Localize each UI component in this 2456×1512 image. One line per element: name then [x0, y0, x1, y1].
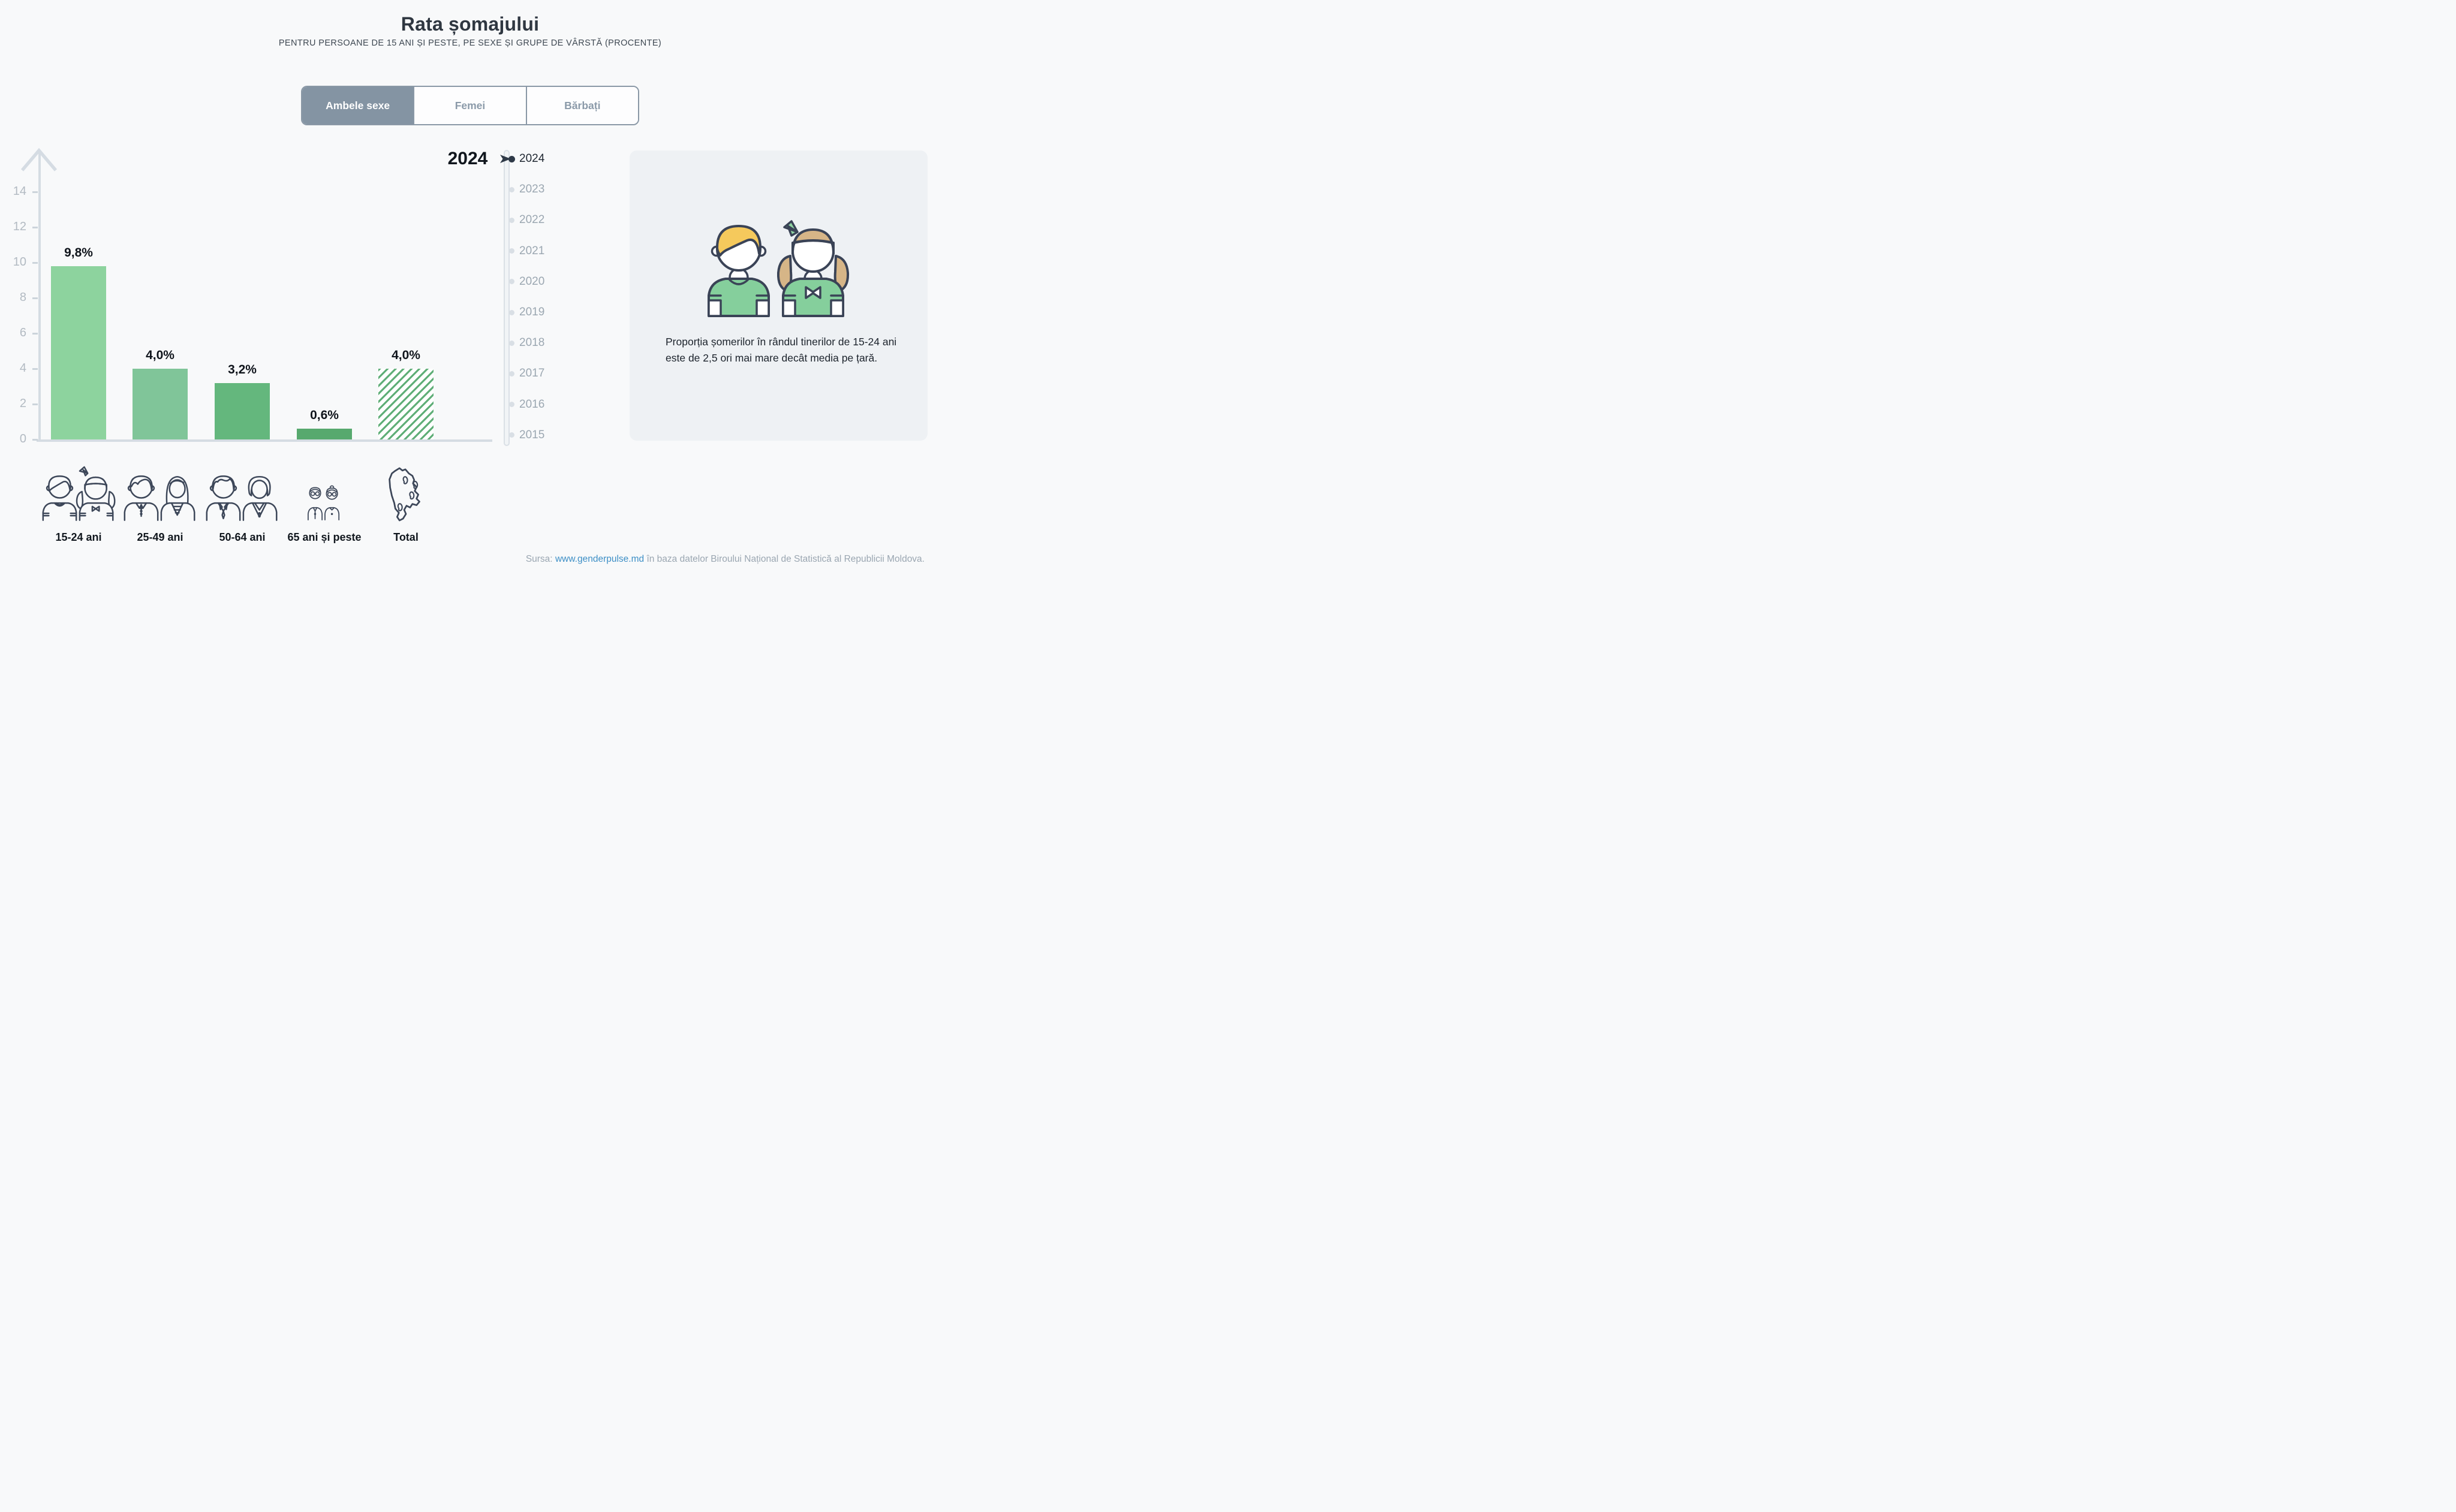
timeline-dot-2016[interactable]	[508, 402, 514, 408]
y-tick-mark-2	[32, 403, 38, 405]
source-suffix: în baza datelor Biroului Național de Sta…	[646, 554, 925, 564]
moldova-map-total-icon	[389, 467, 420, 522]
age-group-65-plus-icon	[308, 485, 340, 520]
tab-barbati[interactable]: Bărbați	[525, 87, 638, 124]
y-tick-label-8: 8	[19, 291, 26, 304]
bar-total	[378, 369, 434, 439]
y-tick-label-4: 4	[19, 362, 26, 375]
youth-boy-girl-illustration-icon	[708, 220, 850, 317]
bar-25-49-ani	[133, 369, 188, 439]
timeline-year-2023[interactable]: 2023	[519, 183, 545, 196]
y-tick-mark-14	[32, 191, 38, 193]
info-panel: Proporția șomerilor în rândul tinerilor …	[630, 150, 928, 441]
timeline-year-2020[interactable]: 2020	[519, 275, 545, 288]
y-tick-mark-6	[32, 332, 38, 335]
timeline-year-2024[interactable]: 2024	[519, 152, 545, 165]
timeline-dot-2015[interactable]	[508, 432, 514, 438]
bar-65-ani-și-peste	[297, 429, 352, 439]
timeline-dot-2024[interactable]	[508, 155, 515, 162]
y-tick-label-2: 2	[19, 397, 26, 410]
age-group-15-24-icon	[42, 466, 116, 521]
timeline-dot-2017[interactable]	[508, 371, 514, 377]
timeline-year-2022[interactable]: 2022	[519, 213, 545, 227]
y-axis-arrow-icon	[21, 147, 57, 171]
timeline-dot-2022[interactable]	[508, 217, 514, 223]
legend-label-25-49: 25-49 ani	[137, 531, 183, 543]
bar-value-label-3: 0,6%	[310, 408, 339, 422]
age-group-50-64-icon	[206, 475, 278, 521]
y-tick-label-6: 6	[19, 326, 26, 339]
timeline-track[interactable]	[504, 150, 510, 446]
timeline-year-2021[interactable]: 2021	[519, 244, 545, 257]
y-tick-label-10: 10	[13, 255, 26, 269]
y-tick-mark-10	[32, 261, 38, 264]
y-axis-line	[38, 152, 41, 439]
bar-50-64-ani	[215, 383, 270, 439]
bar-value-label-0: 9,8%	[64, 246, 93, 260]
page-title: Rata șomajului	[401, 13, 540, 35]
selected-year-display: 2024	[447, 149, 488, 168]
y-tick-label-14: 14	[13, 185, 26, 198]
tab-ambele-sexe[interactable]: Ambele sexe	[302, 87, 414, 124]
legend-label-15-24: 15-24 ani	[55, 531, 102, 543]
source-link[interactable]: www.genderpulse.md	[555, 554, 645, 564]
timeline-dot-2023[interactable]	[508, 186, 514, 192]
insight-text: Proporția șomerilor în rândul tinerilor …	[666, 336, 897, 364]
tab-femei[interactable]: Femei	[413, 87, 526, 124]
legend-label-50-64: 50-64 ani	[219, 531, 266, 543]
source-prefix: Sursa:	[525, 554, 553, 564]
y-tick-mark-0	[32, 438, 38, 441]
timeline-year-2019[interactable]: 2019	[519, 306, 545, 318]
timeline-dot-2020[interactable]	[508, 279, 514, 285]
sex-selector-tabs: Ambele sexe Femei Bărbați	[301, 86, 639, 125]
bar-value-label-2: 3,2%	[228, 363, 257, 377]
timeline-year-2017[interactable]: 2017	[519, 367, 545, 380]
bar-value-label-1: 4,0%	[146, 348, 174, 362]
legend-label-total: Total	[393, 531, 419, 543]
timeline-year-2018[interactable]: 2018	[519, 336, 545, 350]
x-axis-line	[37, 439, 492, 442]
page-subtitle: PENTRU PERSOANE DE 15 ANI ȘI PESTE, PE S…	[278, 38, 662, 48]
timeline-year-2015[interactable]: 2015	[519, 428, 545, 441]
timeline-dot-2019[interactable]	[508, 309, 514, 315]
age-group-25-49-icon	[124, 475, 195, 521]
timeline-dot-2021[interactable]	[508, 248, 514, 254]
legend-label-65-plus: 65 ani și peste	[287, 531, 362, 543]
bar-15-24-ani	[51, 266, 106, 439]
infographic-page: Rata șomajului PENTRU PERSOANE DE 15 ANI…	[0, 0, 940, 579]
source-line: Sursa: www.genderpulse.md în baza datelo…	[526, 554, 925, 565]
y-tick-mark-12	[32, 226, 38, 228]
y-tick-mark-4	[32, 368, 38, 370]
timeline-marker-arrow-icon[interactable]	[500, 155, 511, 163]
y-tick-label-12: 12	[13, 220, 26, 233]
y-tick-label-0: 0	[19, 432, 26, 445]
timeline-year-2016[interactable]: 2016	[519, 397, 545, 411]
timeline-dot-2018[interactable]	[508, 340, 514, 346]
y-tick-mark-8	[32, 297, 38, 299]
bar-value-label-4: 4,0%	[392, 348, 420, 362]
